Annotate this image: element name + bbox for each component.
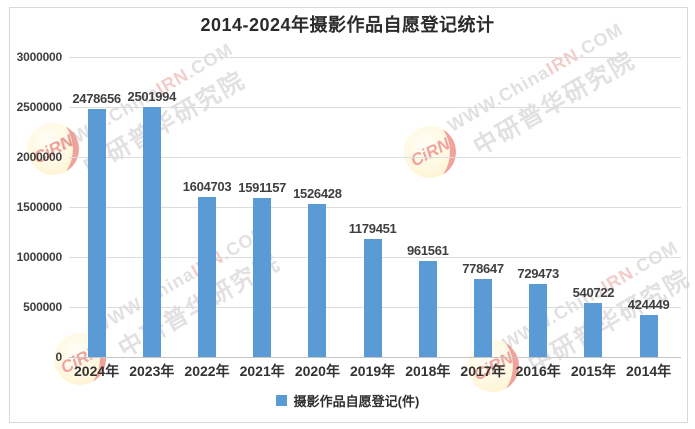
legend-swatch-icon (275, 395, 287, 406)
bar (639, 315, 658, 357)
bar-value-label: 2501994 (127, 89, 177, 104)
legend-label: 摄影作品自愿登记(件) (293, 394, 420, 409)
bar (87, 109, 106, 357)
y-axis-label: 0 (55, 350, 63, 364)
bar-value-label: 961561 (407, 243, 449, 258)
bar (418, 261, 437, 357)
x-axis-label: 2023年 (129, 363, 175, 379)
bar (308, 204, 327, 357)
gridline (69, 207, 681, 208)
bar-value-label: 1604703 (182, 179, 232, 194)
bar-value-label: 729473 (517, 266, 559, 281)
bar (142, 107, 161, 357)
x-axis-label: 2015年 (570, 363, 616, 379)
bar-value-label: 778647 (462, 261, 504, 276)
bar-value-label: 1591157 (238, 180, 287, 195)
y-axis-label: 3000000 (16, 50, 63, 64)
bar (529, 284, 548, 357)
y-axis-label: 2500000 (16, 100, 63, 114)
chart-title: 2014-2024年摄影作品自愿登记统计 (200, 15, 495, 35)
y-axis-label: 500000 (23, 300, 62, 314)
x-axis-label: 2019年 (350, 363, 396, 379)
gridline (69, 357, 681, 358)
legend: 摄影作品自愿登记(件) (9, 391, 686, 410)
gridline (69, 57, 681, 58)
bar (584, 303, 603, 357)
x-axis-label: 2018年 (405, 363, 451, 379)
y-axis-label: 1000000 (16, 250, 63, 264)
x-axis-label: 2014年 (626, 363, 672, 379)
x-axis-label: 2016年 (515, 363, 561, 379)
y-axis-label: 1500000 (16, 200, 63, 214)
bar-value-label: 1179451 (348, 221, 397, 236)
bar-value-label: 540722 (572, 285, 615, 300)
gridline (69, 107, 681, 108)
bar (253, 198, 272, 357)
bar-value-label: 424449 (627, 297, 670, 312)
x-axis-label: 2021年 (239, 363, 285, 379)
bar-value-label: 1526428 (293, 186, 342, 201)
gridline (69, 157, 681, 158)
y-axis-label: 2000000 (16, 150, 63, 164)
bar (363, 239, 382, 357)
bar (198, 197, 216, 357)
bar (474, 279, 492, 357)
x-axis-label: 2020年 (294, 363, 340, 379)
chart-frame (9, 7, 688, 423)
bar-value-label: 2478656 (72, 91, 121, 106)
x-axis-label: 2022年 (184, 363, 230, 379)
